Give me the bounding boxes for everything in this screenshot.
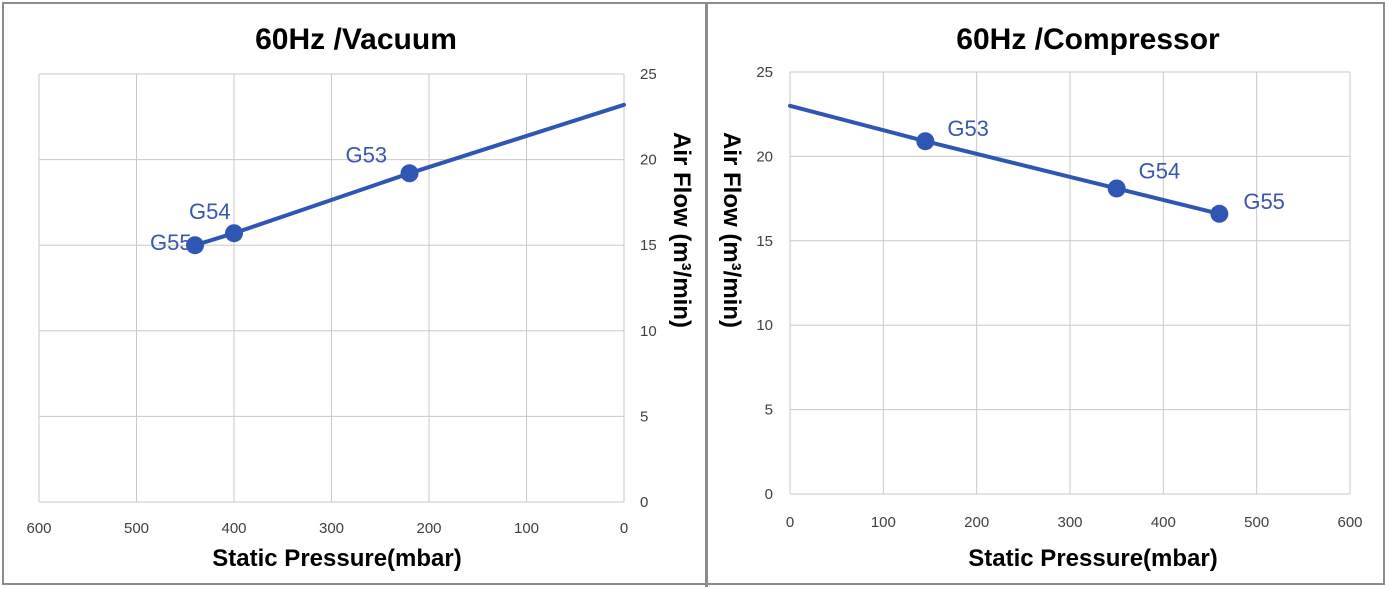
chart-1-point-g55 <box>186 236 204 255</box>
chart-2-ytick-label: 5 <box>765 402 773 419</box>
chart-1-point-label-g55: G55 <box>150 230 192 255</box>
chart-1-xtick-label: 400 <box>221 520 246 537</box>
chart-2-ytick-label: 20 <box>756 148 773 165</box>
chart-2-xtick-label: 0 <box>786 514 794 531</box>
chart-1-xtick-label: 500 <box>124 520 149 537</box>
chart-2-ytick-label: 25 <box>756 64 773 81</box>
chart-1-title: 60Hz /Vacuum <box>255 23 457 56</box>
chart-2-xtick-label: 200 <box>964 514 989 531</box>
chart-2-xtick-label: 500 <box>1244 514 1269 531</box>
chart-1-ytick-label: 0 <box>640 494 648 511</box>
chart-1-ytick-label: 15 <box>640 237 657 254</box>
chart-2-xtick-label: 100 <box>871 514 896 531</box>
chart-1-xtick-label: 0 <box>620 520 628 537</box>
chart-2-xtick-label: 600 <box>1337 514 1362 531</box>
chart-1-point-label-g54: G54 <box>189 199 231 224</box>
chart-1-xtick-label: 200 <box>416 520 441 537</box>
chart-2-xtick-label: 300 <box>1057 514 1082 531</box>
chart-2-ytick-label: 15 <box>756 233 773 250</box>
chart-1-ytick-label: 10 <box>640 323 657 340</box>
chart-1-xlabel: Static Pressure(mbar) <box>212 545 461 572</box>
chart-2-point-label-g55: G55 <box>1243 189 1285 214</box>
chart-1-point-label-g53: G53 <box>346 142 388 167</box>
chart-2-point-g55 <box>1210 204 1229 223</box>
chart-1-series-line <box>193 102 626 248</box>
chart-2-point-label-g53: G53 <box>947 116 989 141</box>
chart-1-ytick-label: 5 <box>640 408 648 425</box>
chart-2-series-line <box>788 103 1222 216</box>
chart-1-xtick-label: 600 <box>26 520 51 537</box>
chart-2-ylabel: Air Flow (m³/min) <box>718 132 745 328</box>
chart-2-xtick-label: 400 <box>1151 514 1176 531</box>
chart-2-ytick-label: 0 <box>765 486 773 503</box>
chart-1-ytick-label: 20 <box>640 152 657 169</box>
chart-1-xtick-label: 100 <box>514 520 539 537</box>
chart-2-title: 60Hz /Compressor <box>956 23 1220 56</box>
chart-2-point-g53 <box>916 132 935 151</box>
chart-2-xlabel: Static Pressure(mbar) <box>968 545 1217 572</box>
chart-1-point-g53 <box>400 164 419 183</box>
chart-1-ytick-label: 25 <box>640 66 657 83</box>
chart-1-point-g54 <box>225 224 243 243</box>
chart-1-xtick-label: 300 <box>319 520 344 537</box>
panel-divider <box>705 2 708 587</box>
chart-1-ylabel: Air Flow (m³/min) <box>668 132 695 328</box>
chart-2-point-label-g54: G54 <box>1139 158 1181 183</box>
chart-2-point-g54 <box>1107 179 1126 198</box>
chart-2-ytick-label: 10 <box>756 317 773 334</box>
